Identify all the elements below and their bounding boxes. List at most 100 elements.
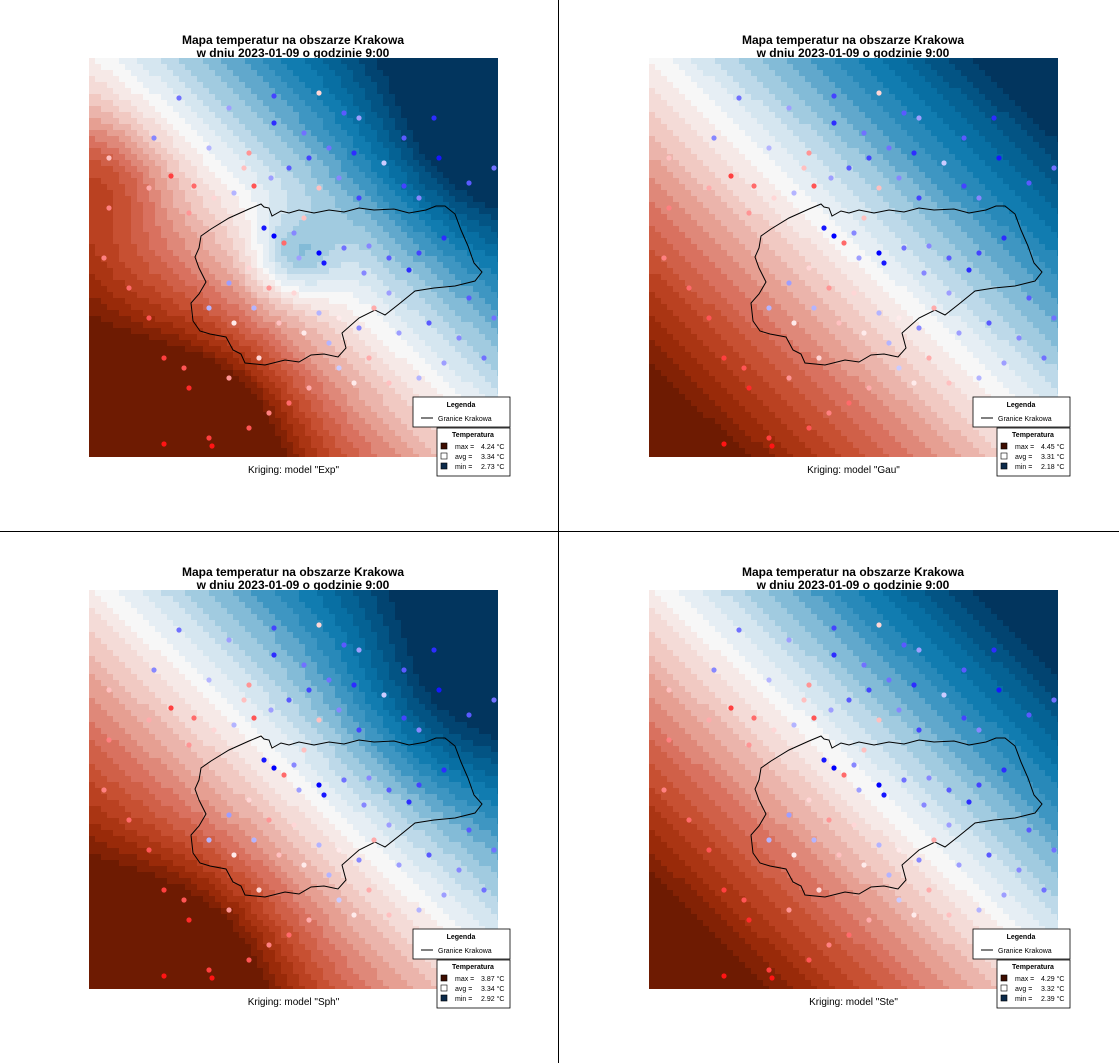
heatmap-cell <box>287 280 294 287</box>
heatmap-cell <box>119 112 126 119</box>
heatmap-cell <box>275 370 282 377</box>
station-point <box>326 145 332 151</box>
heatmap-cell <box>365 70 372 77</box>
heatmap-cell <box>389 190 396 197</box>
heatmap-cell <box>347 124 354 131</box>
heatmap-cell <box>497 106 498 113</box>
heatmap-cell <box>961 64 968 71</box>
heatmap-cell <box>461 202 468 209</box>
heatmap-cell <box>407 238 414 245</box>
heatmap-cell <box>209 310 216 317</box>
heatmap-cell <box>233 454 240 457</box>
heatmap-cell <box>353 136 360 143</box>
heatmap-cell <box>101 406 108 413</box>
heatmap-cell <box>281 370 288 377</box>
heatmap-cell <box>227 370 234 377</box>
heatmap-cell <box>329 130 336 137</box>
heatmap-cell <box>835 58 842 65</box>
heatmap-cell <box>323 322 330 329</box>
heatmap-cell <box>317 388 324 395</box>
heatmap-cell <box>449 388 456 395</box>
heatmap-cell <box>239 454 246 457</box>
heatmap-cell <box>425 58 432 65</box>
heatmap-cell <box>389 256 396 263</box>
heatmap-cell <box>143 358 150 365</box>
heatmap-cell <box>197 70 204 77</box>
heatmap-cell <box>275 112 282 119</box>
heatmap-cell <box>341 238 348 245</box>
heatmap-cell <box>317 418 324 425</box>
heatmap-cell <box>203 286 210 293</box>
heatmap-cell <box>137 340 144 347</box>
heatmap-cell <box>215 442 222 449</box>
heatmap-cell <box>787 70 794 77</box>
heatmap-cell <box>383 88 390 95</box>
heatmap-cell <box>413 358 420 365</box>
heatmap-cell <box>281 418 288 425</box>
heatmap-cell <box>299 316 306 323</box>
heatmap-cell <box>101 118 108 125</box>
heatmap-cell <box>161 244 168 251</box>
heatmap-cell <box>371 322 378 329</box>
heatmap-cell <box>781 70 788 77</box>
heatmap-cell <box>461 310 468 317</box>
heatmap-cell <box>365 352 372 359</box>
heatmap-cell <box>353 328 360 335</box>
heatmap-cell <box>281 136 288 143</box>
heatmap-cell <box>341 142 348 149</box>
heatmap-cell <box>745 70 752 77</box>
heatmap-cell <box>317 442 324 449</box>
heatmap-cell <box>425 112 432 119</box>
heatmap-cell <box>419 268 426 275</box>
heatmap-cell <box>299 394 306 401</box>
heatmap-cell <box>251 76 258 83</box>
heatmap-cell <box>101 358 108 365</box>
heatmap-cell <box>143 268 150 275</box>
heatmap-cell <box>155 130 162 137</box>
heatmap-cell <box>769 58 776 65</box>
heatmap-cell <box>491 346 498 353</box>
heatmap-cell <box>179 214 186 221</box>
heatmap-cell <box>275 256 282 263</box>
heatmap-cell <box>437 328 444 335</box>
heatmap-cell <box>371 394 378 401</box>
heatmap-cell <box>323 352 330 359</box>
heatmap-cell <box>95 376 102 383</box>
heatmap-cell <box>113 310 120 317</box>
heatmap-cell <box>449 316 456 323</box>
heatmap-cell <box>389 214 396 221</box>
heatmap-cell <box>89 142 96 149</box>
heatmap-cell <box>461 376 468 383</box>
heatmap-cell <box>107 196 114 203</box>
heatmap-cell <box>263 448 270 455</box>
heatmap-cell <box>287 178 294 185</box>
heatmap-cell <box>395 406 402 413</box>
heatmap-cell <box>125 202 132 209</box>
heatmap-cell <box>847 64 854 71</box>
heatmap-cell <box>113 262 120 269</box>
heatmap-cell <box>221 88 228 95</box>
heatmap-cell <box>455 148 462 155</box>
heatmap-cell <box>125 172 132 179</box>
heatmap-cell <box>95 394 102 401</box>
heatmap-cell <box>101 304 108 311</box>
heatmap-cell <box>167 274 174 281</box>
heatmap-cell <box>389 250 396 257</box>
heatmap-cell <box>287 160 294 167</box>
heatmap-cell <box>967 58 974 65</box>
heatmap-cell <box>251 250 258 257</box>
heatmap-cell <box>691 58 698 65</box>
heatmap-cell <box>143 316 150 323</box>
heatmap-cell <box>101 196 108 203</box>
heatmap-cell <box>155 412 162 419</box>
heatmap-cell <box>155 196 162 203</box>
heatmap-cell <box>197 286 204 293</box>
heatmap-cell <box>197 64 204 71</box>
heatmap-cell <box>95 328 102 335</box>
heatmap-cell <box>997 64 1004 71</box>
heatmap-cell <box>359 244 366 251</box>
heatmap-cell <box>299 334 306 341</box>
heatmap-cell <box>161 112 168 119</box>
heatmap-cell <box>425 154 432 161</box>
heatmap-cell <box>299 226 306 233</box>
